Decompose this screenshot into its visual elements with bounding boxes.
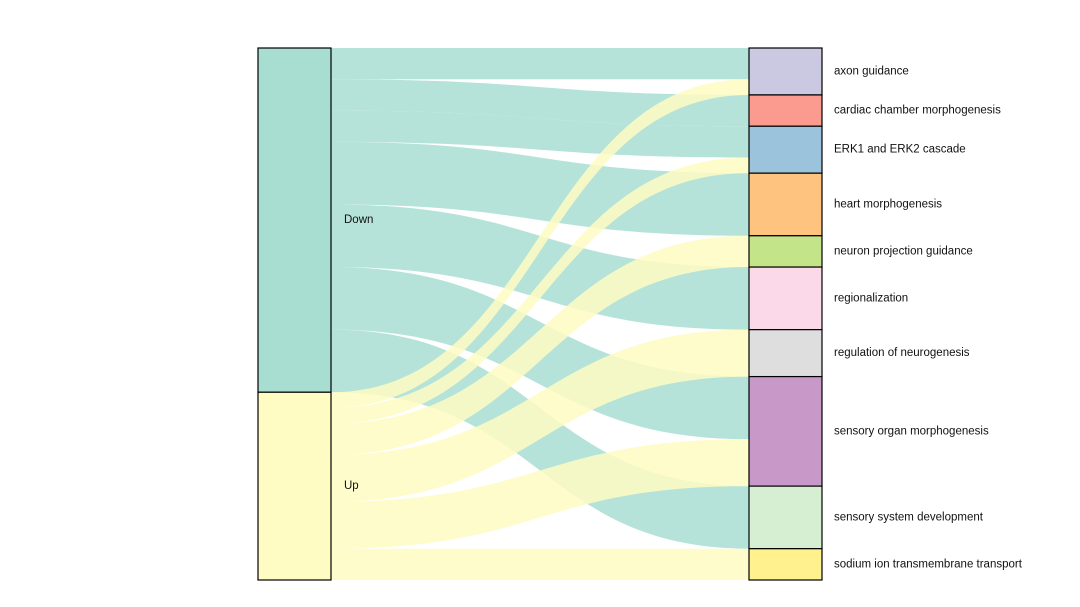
target-node-sensory-organ-morphogenesis bbox=[748, 375, 823, 487]
target-node-erk1-and-erk2-cascade bbox=[748, 125, 823, 174]
target-node-regionalization bbox=[748, 266, 823, 331]
flow-up-to-axon-guidance bbox=[331, 79, 749, 408]
flow-down-to-erk1-and-erk2-cascade bbox=[331, 110, 749, 158]
flow-up-to-regulation-of-neurogenesis bbox=[331, 329, 749, 502]
target-label-sensory-system-development: sensory system development bbox=[834, 511, 984, 523]
flow-down-to-regionalization bbox=[331, 204, 749, 330]
target-label-axon-guidance: axon guidance bbox=[834, 66, 909, 78]
target-label-sodium-ion-transmembrane-transport: sodium ion transmembrane transport bbox=[834, 558, 1023, 570]
source-label-up: Up bbox=[344, 480, 359, 492]
flow-layer bbox=[331, 48, 749, 580]
flow-down-to-axon-guidance bbox=[331, 48, 749, 80]
label-layer: Down Up axon guidance cardiac chamber morph… bbox=[344, 66, 1023, 571]
source-label-down: Down bbox=[344, 214, 373, 226]
target-node-neuron-projection-guidance bbox=[748, 235, 823, 268]
flow-up-to-sensory-organ-morphogenesis bbox=[331, 439, 749, 549]
node-layer bbox=[257, 47, 823, 581]
target-node-sensory-system-development bbox=[748, 485, 823, 550]
target-label-heart-morphogenesis: heart morphogenesis bbox=[834, 199, 942, 211]
flow-up-to-neuron-projection-guidance bbox=[331, 235, 749, 455]
source-node-down bbox=[257, 47, 332, 393]
target-node-sodium-ion-transmembrane-transport bbox=[748, 548, 823, 581]
target-node-cardiac-chamber-morphogenesis bbox=[748, 94, 823, 127]
flow-up-to-sodium-ion-transmembrane-transport bbox=[331, 548, 749, 580]
target-node-heart-morphogenesis bbox=[748, 172, 823, 237]
source-node-up bbox=[257, 391, 332, 581]
target-label-regulation-of-neurogenesis: regulation of neurogenesis bbox=[834, 347, 970, 359]
target-node-regulation-of-neurogenesis bbox=[748, 329, 823, 378]
target-label-regionalization: regionalization bbox=[834, 292, 908, 304]
flow-up-to-erk1-and-erk2-cascade bbox=[331, 157, 749, 424]
target-node-axon-guidance bbox=[748, 47, 823, 96]
target-label-erk1-and-erk2-cascade: ERK1 and ERK2 cascade bbox=[834, 144, 966, 156]
target-label-neuron-projection-guidance: neuron projection guidance bbox=[834, 245, 973, 257]
target-label-sensory-organ-morphogenesis: sensory organ morphogenesis bbox=[834, 425, 989, 437]
target-label-cardiac-chamber-morphogenesis: cardiac chamber morphogenesis bbox=[834, 105, 1001, 117]
flow-down-to-heart-morphogenesis bbox=[331, 141, 749, 236]
